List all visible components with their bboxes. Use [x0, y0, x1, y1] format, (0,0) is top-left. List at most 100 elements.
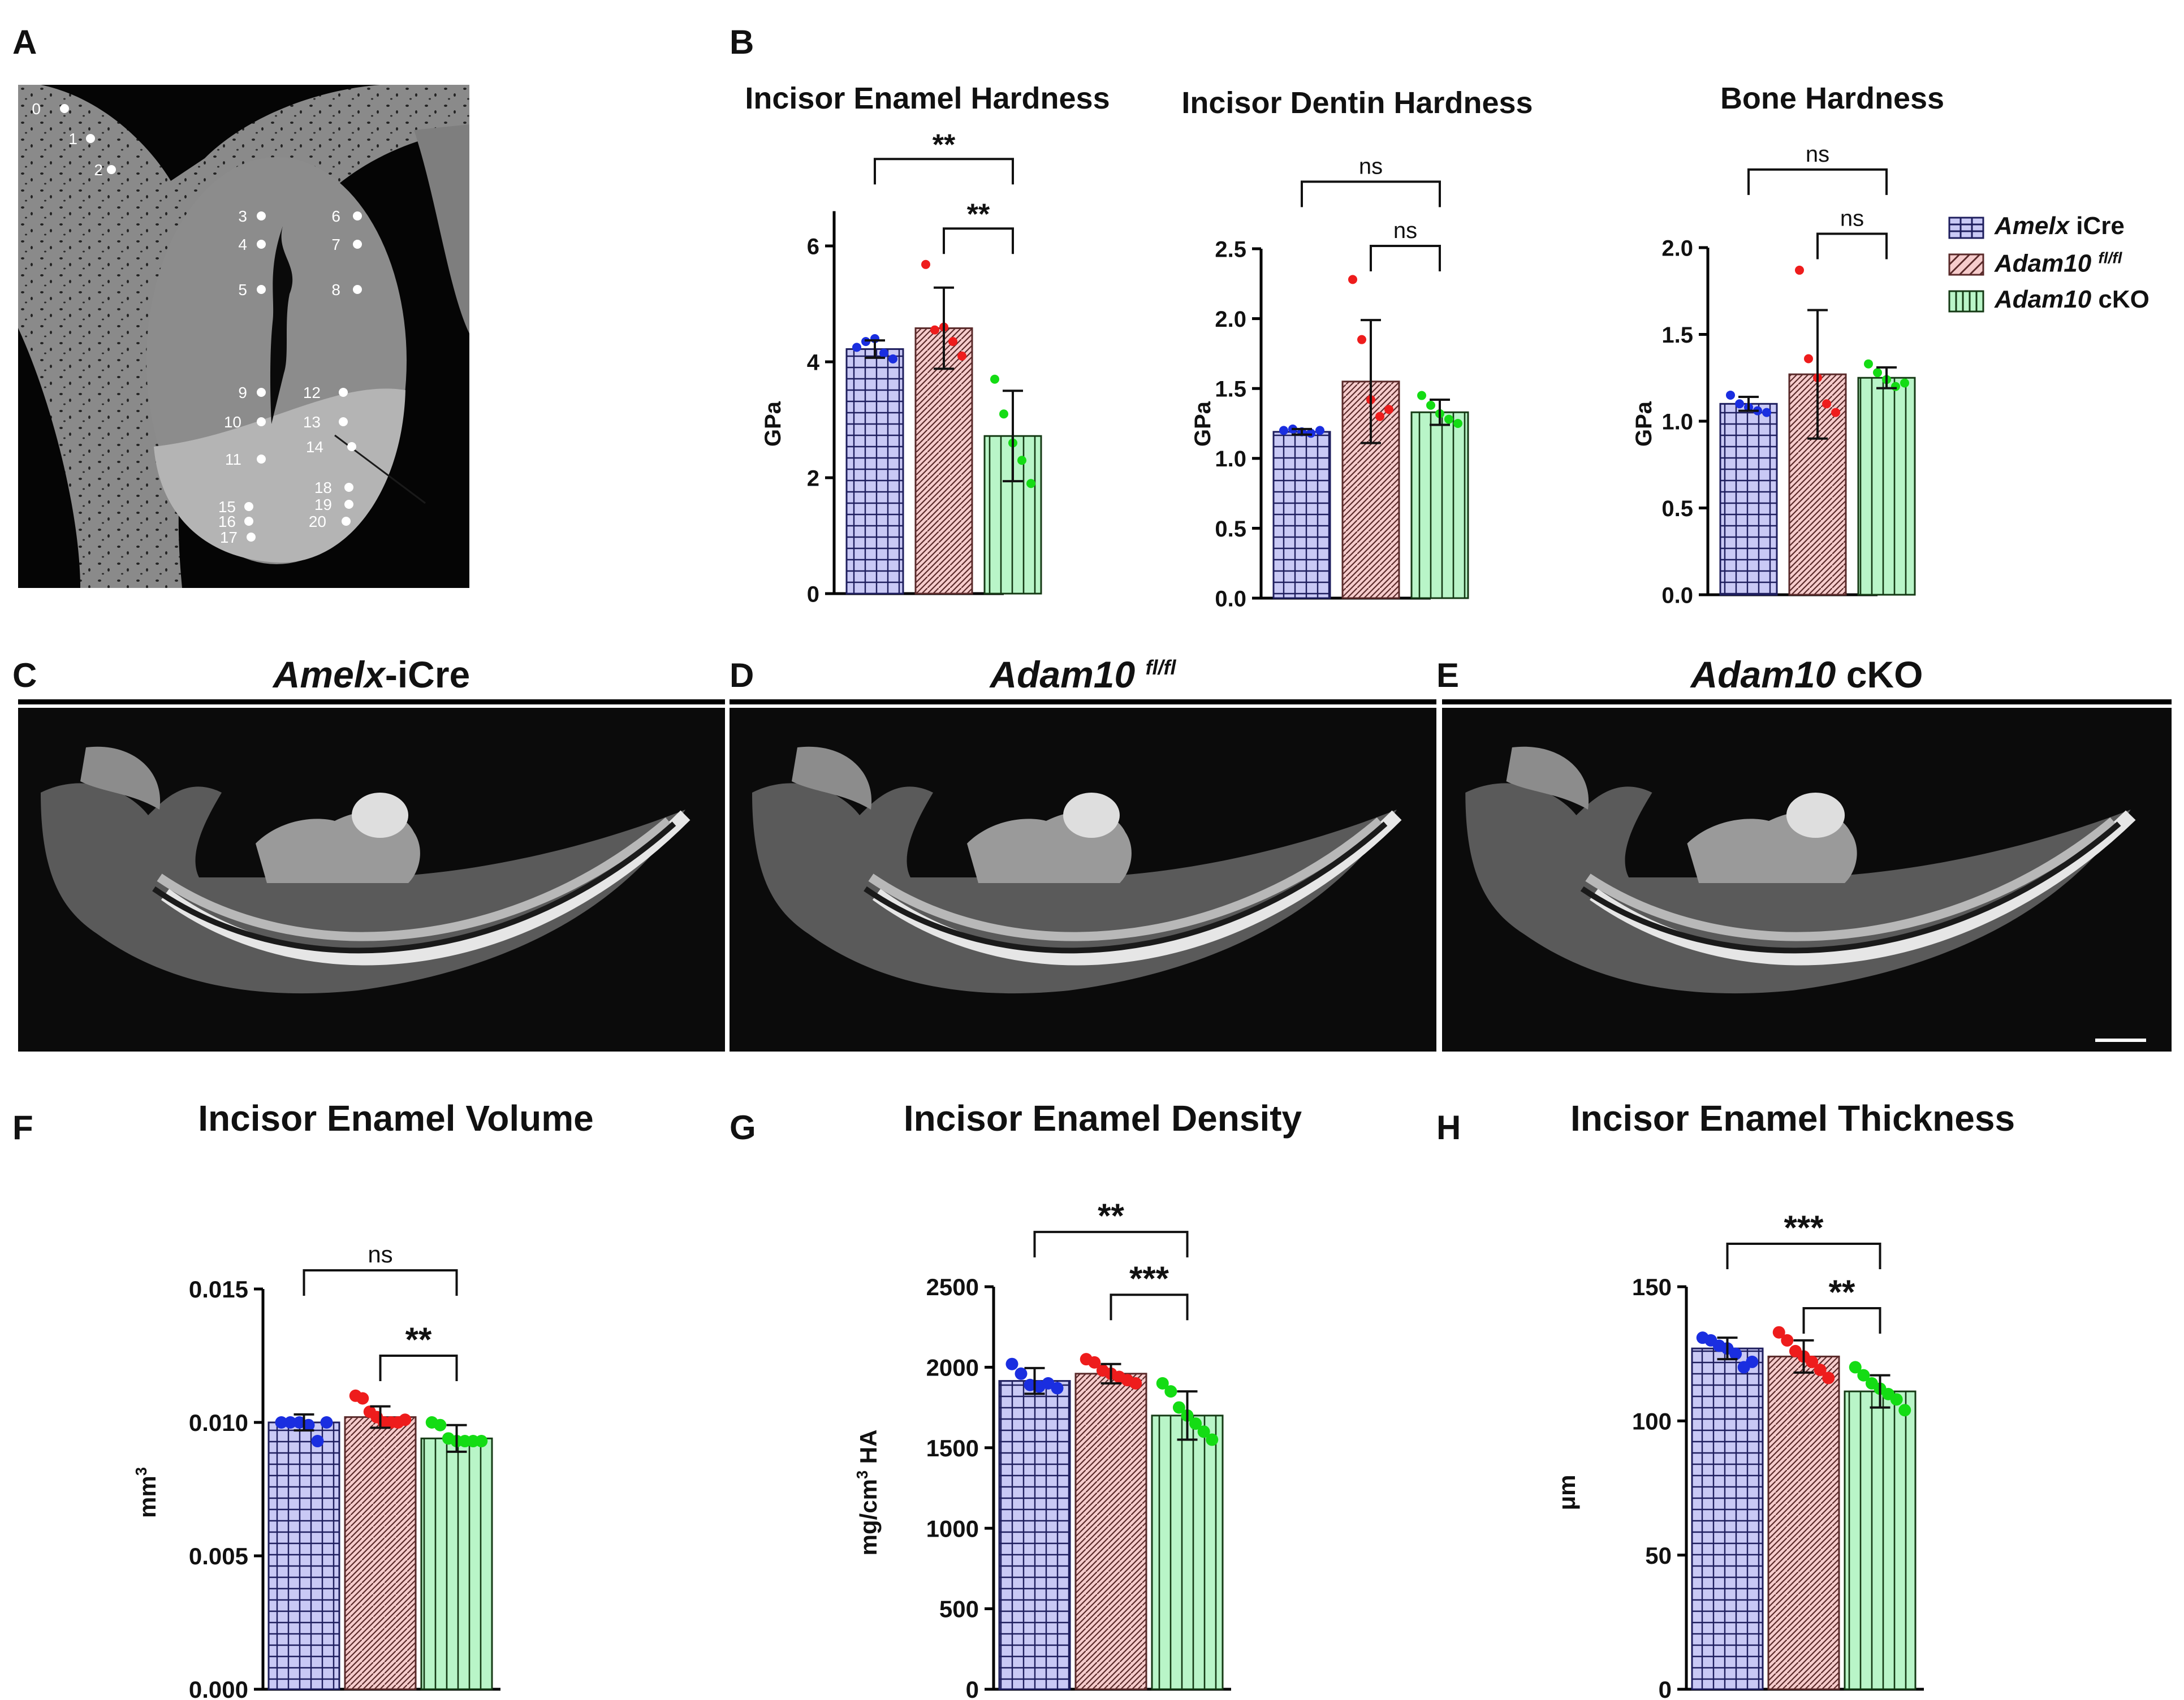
- y-tick-label: 2000: [926, 1355, 979, 1381]
- chart-enamel-volume: Incisor Enamel Volume 0.000 0.005 0.010 0.01…: [132, 1098, 594, 1700]
- data-point: [302, 1418, 315, 1431]
- ct-incisor-dentin: [1585, 817, 2117, 941]
- significance-bracket: [1726, 1243, 1881, 1270]
- indent-point-label: 5: [238, 281, 247, 299]
- significance-bracket: [874, 158, 1014, 185]
- ct-incisor-dentin: [157, 817, 672, 941]
- significance-label: **: [1098, 1197, 1124, 1235]
- ct-molar-crown: [1786, 793, 1845, 838]
- indent-point-label: 11: [225, 451, 241, 468]
- ct-molar-crown: [1063, 793, 1120, 838]
- data-point: [1384, 405, 1393, 414]
- legend-label-normal: [2091, 250, 2098, 278]
- significance-bracket: [1816, 232, 1888, 259]
- data-point: [1772, 1326, 1785, 1339]
- ct-incisor-enamel: [161, 810, 690, 966]
- indent-point-label: 0: [32, 100, 41, 118]
- data-point: [1453, 419, 1462, 428]
- y-tick-label: 2500: [926, 1274, 979, 1300]
- indent-point-label: 13: [303, 413, 321, 431]
- panel-label-h: H: [1436, 1109, 1461, 1147]
- indent-point: [244, 502, 253, 511]
- bar: [344, 1416, 417, 1690]
- bar: [914, 327, 973, 595]
- y-tick-label: 0: [807, 582, 819, 607]
- indent-point-label: 4: [238, 236, 247, 253]
- ct-title-amelx: Amelx-iCre: [18, 653, 725, 696]
- indent-point-label: 6: [331, 207, 340, 225]
- data-point: [921, 259, 930, 269]
- indent-point: [257, 388, 266, 397]
- data-point: [1357, 335, 1366, 344]
- legend: Amelx iCre Adam10 fl/fl Adam10 cKO: [1948, 212, 2180, 319]
- indent-point-label: 20: [309, 513, 326, 530]
- y-tick-label: 0: [966, 1676, 979, 1700]
- data-point: [1735, 399, 1744, 409]
- y-tick-label: 50: [1645, 1542, 1672, 1569]
- chart-title: Incisor Enamel Density: [904, 1098, 1302, 1139]
- legend-label-sup: fl/fl: [2098, 249, 2122, 266]
- significance-bracket: [1301, 180, 1441, 207]
- ct-rule-c: [18, 699, 725, 704]
- ct-mandible: [752, 746, 1402, 994]
- indent-point: [344, 483, 353, 492]
- indent-point: [353, 285, 362, 294]
- panel-label-b: B: [730, 23, 754, 61]
- ct-title-italic: Adam10: [1690, 654, 1836, 695]
- indent-point: [342, 517, 351, 526]
- indent-point-label: 18: [314, 479, 332, 496]
- significance-label: ns: [368, 1241, 392, 1268]
- y-tick-label: 4: [807, 350, 820, 375]
- ct-image-amelx: [18, 708, 725, 1052]
- bar: [1857, 377, 1916, 596]
- significance-label: ***: [1784, 1209, 1824, 1247]
- indent-point-label: 14: [306, 438, 323, 456]
- chart-title: Incisor Dentin Hardness: [1181, 86, 1533, 120]
- data-point: [1900, 378, 1909, 388]
- data-point: [1898, 1404, 1911, 1417]
- indent-point: [257, 240, 266, 249]
- panel-label-f: F: [12, 1109, 33, 1147]
- significance-bracket: [303, 1269, 458, 1296]
- significance-label: **: [933, 128, 956, 161]
- ct-title-adam10-flfl: Adam10 fl/fl: [730, 653, 1436, 696]
- legend-label-normal: cKO: [2091, 286, 2150, 313]
- significance-label: ns: [1359, 154, 1383, 179]
- data-point: [1729, 1347, 1742, 1360]
- significance-label: **: [1829, 1273, 1855, 1311]
- data-point: [861, 337, 870, 347]
- indent-point-label: 1: [68, 130, 77, 148]
- data-point: [1781, 1334, 1794, 1347]
- bar: [1844, 1390, 1917, 1690]
- y-tick-label: 0.015: [189, 1276, 248, 1303]
- y-tick-label: 150: [1632, 1274, 1672, 1300]
- data-point: [1348, 275, 1357, 284]
- y-axis-label: GPa: [1631, 401, 1656, 447]
- bar: [267, 1421, 340, 1690]
- ct-incisor-enamel: [872, 810, 1402, 966]
- significance-bracket: [1802, 1307, 1881, 1334]
- indent-point-label: 16: [218, 513, 236, 530]
- indent-point-label: 9: [238, 384, 247, 401]
- ct-incisor-enamel: [1590, 810, 2136, 966]
- y-axis-label-sup: 3: [853, 1470, 871, 1479]
- y-tick-label: 2: [807, 466, 819, 491]
- data-point: [1864, 359, 1873, 369]
- ct-pulp: [152, 821, 676, 954]
- ct-pulp: [864, 821, 1388, 954]
- data-point: [1172, 1401, 1185, 1414]
- data-point: [1015, 1367, 1028, 1380]
- ct-condyle: [80, 746, 161, 810]
- y-tick-label: 1000: [926, 1515, 979, 1542]
- indent-point: [339, 388, 348, 397]
- indent-point-label: 17: [220, 529, 238, 546]
- indent-point: [257, 455, 266, 464]
- data-point: [475, 1435, 488, 1448]
- ct-rule-e: [1442, 699, 2172, 704]
- bar: [998, 1380, 1071, 1690]
- data-point: [275, 1416, 288, 1429]
- chart-title: Incisor Enamel Thickness: [1570, 1098, 2015, 1139]
- ct-title-italic: Amelx: [273, 654, 385, 695]
- indent-point: [347, 442, 356, 451]
